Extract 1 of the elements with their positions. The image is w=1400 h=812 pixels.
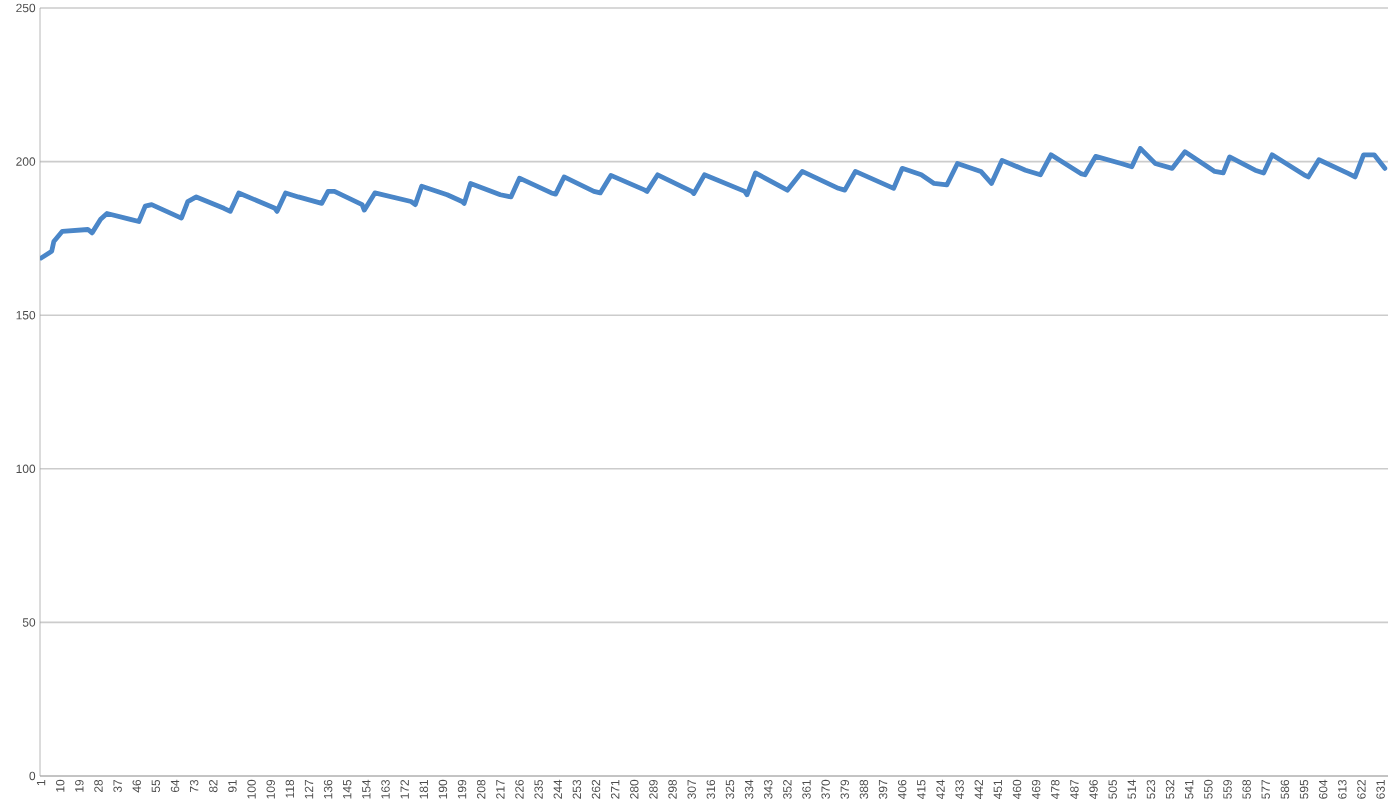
line-series	[40, 146, 1388, 261]
